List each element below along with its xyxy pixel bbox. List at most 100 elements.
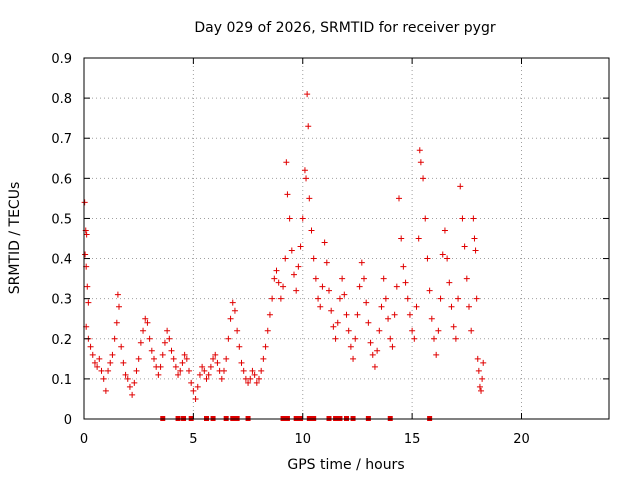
data-point — [98, 367, 105, 374]
data-point — [137, 339, 144, 346]
y-tick-label: 0.5 — [51, 212, 72, 227]
data-point — [105, 367, 112, 374]
data-point — [273, 267, 280, 274]
data-point — [114, 291, 121, 298]
data-point — [305, 123, 312, 130]
data-point — [170, 355, 177, 362]
data-point — [424, 255, 431, 262]
data-point — [238, 359, 245, 366]
data-point — [455, 295, 462, 302]
data-point — [277, 295, 284, 302]
data-point — [339, 275, 346, 282]
data-point — [473, 295, 480, 302]
data-point — [286, 215, 293, 222]
data-point — [164, 327, 171, 334]
y-tick-label: 0.1 — [51, 373, 72, 388]
data-point — [319, 283, 326, 290]
data-point — [207, 363, 214, 370]
data-point — [89, 351, 96, 358]
data-point — [441, 227, 448, 234]
data-point — [468, 327, 475, 334]
data-point — [256, 375, 262, 382]
y-tick-label: 0.4 — [51, 253, 72, 268]
data-point — [284, 191, 291, 198]
data-points — [81, 91, 487, 402]
data-point — [452, 335, 459, 342]
data-point — [312, 275, 319, 282]
data-point — [396, 195, 402, 202]
data-point — [113, 319, 120, 326]
data-point — [301, 167, 308, 174]
data-point — [476, 383, 483, 390]
data-point — [83, 231, 90, 238]
data-point — [448, 303, 455, 310]
data-point — [205, 371, 212, 378]
data-point — [102, 387, 109, 394]
data-point — [196, 371, 203, 378]
data-point — [155, 371, 162, 378]
data-point — [159, 351, 166, 358]
data-point — [247, 375, 254, 382]
data-point — [131, 379, 138, 386]
data-point — [81, 199, 88, 206]
data-point — [479, 375, 486, 382]
data-point — [166, 335, 173, 342]
y-tick-label: 0.8 — [51, 92, 72, 107]
data-point — [385, 315, 392, 322]
data-point — [416, 147, 423, 154]
data-point — [240, 367, 247, 374]
data-point — [282, 255, 289, 262]
data-point — [391, 311, 398, 318]
data-point — [258, 367, 265, 374]
data-point — [264, 327, 271, 334]
data-point — [192, 395, 199, 402]
data-point — [107, 359, 114, 366]
data-point — [411, 335, 418, 342]
data-point — [245, 379, 252, 386]
data-point — [471, 235, 478, 242]
data-point — [142, 315, 149, 322]
data-point — [135, 355, 142, 362]
data-point — [428, 315, 435, 322]
data-point — [317, 303, 324, 310]
x-tick-label: 20 — [513, 432, 530, 447]
data-point — [315, 295, 322, 302]
data-point — [475, 367, 482, 374]
x-tick-label: 10 — [294, 432, 311, 447]
data-point — [249, 367, 256, 374]
y-tick-label: 0.6 — [51, 172, 72, 187]
data-point — [124, 375, 131, 382]
data-point — [148, 347, 155, 354]
data-point — [177, 367, 184, 374]
data-point — [283, 159, 290, 166]
data-point — [463, 275, 470, 282]
data-point — [422, 215, 429, 222]
data-point — [446, 279, 453, 286]
data-point — [435, 327, 442, 334]
data-point — [186, 367, 192, 374]
data-point — [472, 247, 479, 254]
data-point — [271, 275, 278, 282]
data-point — [393, 283, 400, 290]
data-point — [201, 367, 208, 374]
data-point — [190, 387, 197, 394]
data-point — [227, 315, 234, 322]
data-point — [350, 355, 357, 362]
data-point — [415, 235, 422, 242]
y-tick-label: 0 — [64, 413, 72, 428]
data-point — [194, 383, 201, 390]
data-point — [369, 351, 376, 358]
plot-frame — [83, 57, 610, 420]
data-point — [303, 175, 310, 182]
data-point — [457, 183, 464, 190]
data-point — [363, 299, 370, 306]
data-point — [308, 227, 315, 234]
data-point — [444, 255, 451, 262]
data-point — [82, 251, 89, 258]
y-tick-label: 0.2 — [51, 333, 72, 348]
data-point — [291, 271, 297, 278]
data-point — [151, 355, 157, 362]
data-point — [179, 359, 186, 366]
data-point — [310, 255, 317, 262]
